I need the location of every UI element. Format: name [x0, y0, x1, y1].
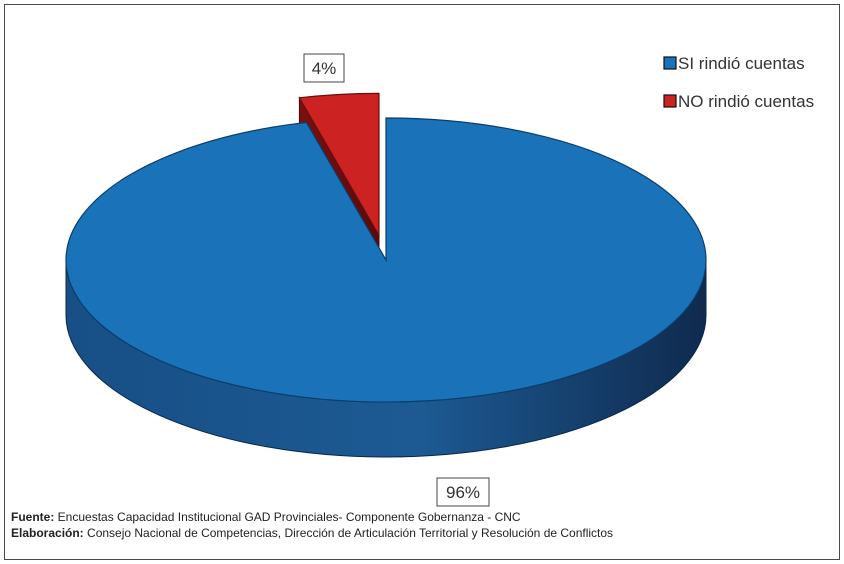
credit-label: Elaboración: — [11, 526, 84, 540]
source-label: Fuente: — [11, 510, 55, 524]
slice-4 — [298, 92, 380, 238]
credit-text: Consejo Nacional de Competencias, Direcc… — [83, 526, 614, 540]
legend-entry-96: SI rindió cuentas — [678, 54, 805, 73]
slice-96 — [65, 117, 707, 403]
legend-swatch-96 — [663, 56, 677, 70]
legend-swatch-4 — [663, 94, 677, 108]
credit-note: Elaboración: Consejo Nacional de Compete… — [11, 526, 613, 540]
data-label-4: 4% — [312, 59, 337, 78]
source-text: Encuestas Capacidad Institucional GAD Pr… — [54, 510, 521, 524]
legend-entry-4: NO rindió cuentas — [678, 92, 814, 111]
chart-frame: 96% 4% SI rindió cuentas NO rindió cuentas… — [4, 4, 840, 560]
data-label-96: 96% — [446, 483, 480, 502]
pie-chart: 96% 4% SI rindió cuentas NO rindió cuentas — [65, 53, 814, 507]
source-note: Fuente: Encuestas Capacidad Instituciona… — [11, 510, 521, 524]
data-label-box-96 — [436, 477, 490, 507]
data-label-box-4 — [303, 53, 345, 83]
